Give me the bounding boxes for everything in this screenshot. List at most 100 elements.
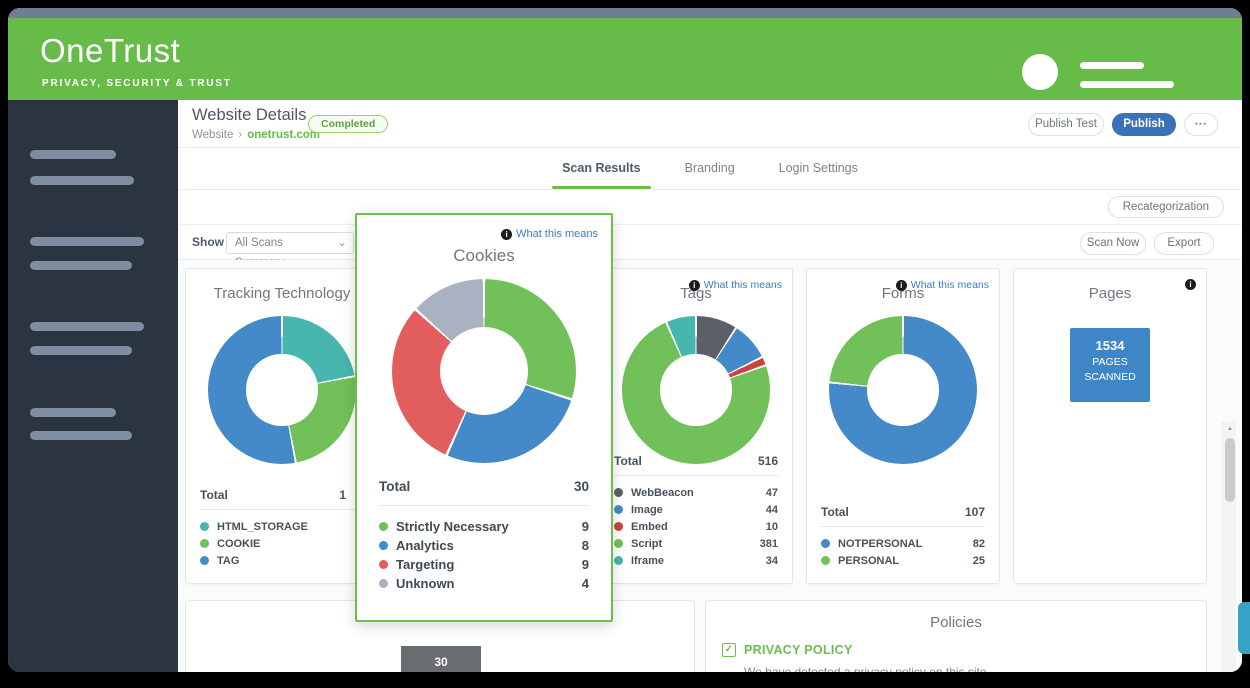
show-label: Show bbox=[192, 235, 224, 249]
header-menu-placeholder-bar bbox=[1080, 81, 1174, 88]
legend-item: WebBeacon 47 bbox=[614, 484, 778, 501]
legend-item: PERSONAL 25 bbox=[821, 552, 985, 569]
total-row: Total 107 bbox=[821, 505, 985, 527]
chat-widget-tab[interactable] bbox=[1238, 602, 1250, 654]
forms-title: Forms bbox=[881, 285, 925, 302]
legend-color-dot bbox=[200, 522, 209, 531]
forms-what-this-means-link[interactable]: i What this means bbox=[895, 279, 989, 291]
legend-color-dot bbox=[379, 541, 388, 550]
cookies-donut-chart[interactable] bbox=[392, 279, 576, 463]
tracking-technology-title: Tracking Technology bbox=[213, 285, 351, 302]
breadcrumb: Website › onetrust.com bbox=[192, 129, 320, 141]
scan-now-button[interactable]: Scan Now bbox=[1080, 232, 1146, 255]
breadcrumb-current[interactable]: onetrust.com bbox=[247, 129, 321, 141]
info-icon: i bbox=[501, 228, 513, 240]
forms-donut-chart[interactable] bbox=[829, 316, 977, 464]
total-row: Total 516 bbox=[614, 454, 778, 476]
legend-color-dot bbox=[379, 522, 388, 531]
info-icon[interactable]: i bbox=[1185, 279, 1196, 290]
privacy-policy-label[interactable]: PRIVACY POLICY bbox=[744, 643, 853, 657]
legend-item: Image 44 bbox=[614, 501, 778, 518]
more-options-button[interactable]: ••• bbox=[1184, 113, 1218, 136]
cookies-detail-popup: i What this means Cookies Total 30 Stric… bbox=[355, 213, 613, 622]
user-avatar[interactable] bbox=[1022, 54, 1058, 90]
total-label: Total bbox=[614, 454, 642, 468]
legend-color-dot bbox=[614, 488, 623, 497]
policies-card: Policies ✓ PRIVACY POLICY We have detect… bbox=[705, 600, 1207, 672]
tags-legend: WebBeacon 47 Image 44 Embed 10 Script 381 Iframe… bbox=[614, 484, 778, 569]
privacy-policy-description: We have detected a privacy policy on thi… bbox=[744, 665, 990, 672]
window-chrome-strip bbox=[8, 8, 1242, 18]
legend-item: Targeting 9 bbox=[379, 555, 589, 574]
tab-branding[interactable]: Branding bbox=[684, 161, 735, 175]
page-header-row: Website Details Website › onetrust.com Com… bbox=[178, 100, 1242, 148]
pages-scanned-line3: SCANNED bbox=[1084, 371, 1136, 383]
legend-item: TAG bbox=[200, 552, 364, 569]
legend-label: COOKIE bbox=[217, 537, 261, 550]
tracking-technology-card: Tracking Technology Total 1 HTML_STORAGE… bbox=[185, 268, 379, 584]
total-row: Total 30 bbox=[379, 479, 589, 506]
storage-bar[interactable]: 30 bbox=[401, 646, 481, 672]
publish-button[interactable]: Publish bbox=[1112, 113, 1176, 136]
tab-login-settings[interactable]: Login Settings bbox=[778, 161, 858, 175]
pages-scanned-line2: PAGES bbox=[1092, 356, 1128, 368]
scrollbar-thumb[interactable] bbox=[1225, 438, 1235, 502]
page-title: Website Details bbox=[192, 106, 307, 124]
main-panel: Website Details Website › onetrust.com Com… bbox=[178, 100, 1242, 672]
sidebar-placeholder-bar bbox=[30, 150, 116, 159]
legend-label: Unknown bbox=[396, 576, 455, 591]
legend-value: 9 bbox=[581, 557, 589, 572]
total-label: Total bbox=[379, 479, 411, 494]
legend-color-dot bbox=[200, 556, 209, 565]
tracking-technology-legend: HTML_STORAGE COOKIE TAG bbox=[200, 518, 364, 569]
scan-summary-dropdown[interactable]: All Scans Summary ⌄ bbox=[226, 232, 354, 269]
legend-label: Targeting bbox=[396, 557, 455, 572]
tracking-technology-donut-chart[interactable] bbox=[208, 316, 356, 464]
breadcrumb-section[interactable]: Website bbox=[192, 129, 234, 141]
app-window: OneTrust PRIVACY, SECURITY & TRUST Websi… bbox=[8, 8, 1242, 672]
total-label: Total bbox=[821, 505, 849, 519]
total-label: Total bbox=[200, 488, 228, 502]
export-button[interactable]: Export bbox=[1154, 232, 1214, 255]
legend-value: 8 bbox=[581, 538, 589, 553]
vertical-scrollbar[interactable]: ▲ bbox=[1222, 422, 1236, 672]
legend-label: HTML_STORAGE bbox=[217, 520, 308, 533]
tab-bar: Scan Results Branding Login Settings bbox=[178, 148, 1242, 190]
info-icon: i bbox=[688, 279, 700, 291]
publish-test-button[interactable]: Publish Test bbox=[1028, 113, 1104, 136]
recategorization-row: Recategorization bbox=[178, 190, 1242, 224]
cookies-what-this-means-link[interactable]: i What this means bbox=[501, 228, 598, 240]
legend-color-dot bbox=[200, 539, 209, 548]
legend-item: Iframe 34 bbox=[614, 552, 778, 569]
legend-value: 381 bbox=[759, 537, 778, 550]
pages-scanned-tile: 1534 PAGES SCANNED bbox=[1070, 328, 1150, 402]
tab-scan-results[interactable]: Scan Results bbox=[552, 148, 651, 189]
legend-color-dot bbox=[614, 556, 623, 565]
privacy-policy-row: ✓ PRIVACY POLICY bbox=[722, 643, 853, 657]
recategorization-button[interactable]: Recategorization bbox=[1107, 196, 1224, 218]
tags-stats: Total 516 WebBeacon 47 Image 44 Embed 10 Scrip… bbox=[614, 454, 778, 569]
total-value: 1 bbox=[339, 488, 346, 502]
cookies-legend: Strictly Necessary 9 Analytics 8 Targeting 9 U… bbox=[379, 517, 589, 593]
what-this-means-label: What this means bbox=[910, 279, 989, 291]
legend-value: 25 bbox=[972, 554, 985, 567]
what-this-means-label: What this means bbox=[703, 279, 782, 291]
legend-label: Embed bbox=[631, 520, 668, 533]
legend-label: WebBeacon bbox=[631, 486, 694, 499]
forms-card: i What this means Forms Total 107 NOTPER… bbox=[806, 268, 1000, 584]
total-value: 107 bbox=[964, 505, 985, 519]
legend-label: Analytics bbox=[396, 538, 454, 553]
brand-tagline: PRIVACY, SECURITY & TRUST bbox=[42, 78, 232, 89]
tags-title: Tags bbox=[680, 285, 712, 302]
tags-what-this-means-link[interactable]: i What this means bbox=[688, 279, 782, 291]
legend-item: Unknown 4 bbox=[379, 574, 589, 593]
pages-scanned-count: 1534 bbox=[1095, 338, 1125, 353]
legend-label: NOTPERSONAL bbox=[838, 537, 923, 550]
tags-donut-chart[interactable] bbox=[622, 316, 770, 464]
sidebar-placeholder-bar bbox=[30, 322, 144, 331]
legend-color-dot bbox=[821, 556, 830, 565]
cookies-popup-title: Cookies bbox=[453, 246, 515, 265]
scroll-up-arrow-icon[interactable]: ▲ bbox=[1227, 426, 1233, 432]
legend-value: 34 bbox=[765, 554, 778, 567]
legend-item: Strictly Necessary 9 bbox=[379, 517, 589, 536]
